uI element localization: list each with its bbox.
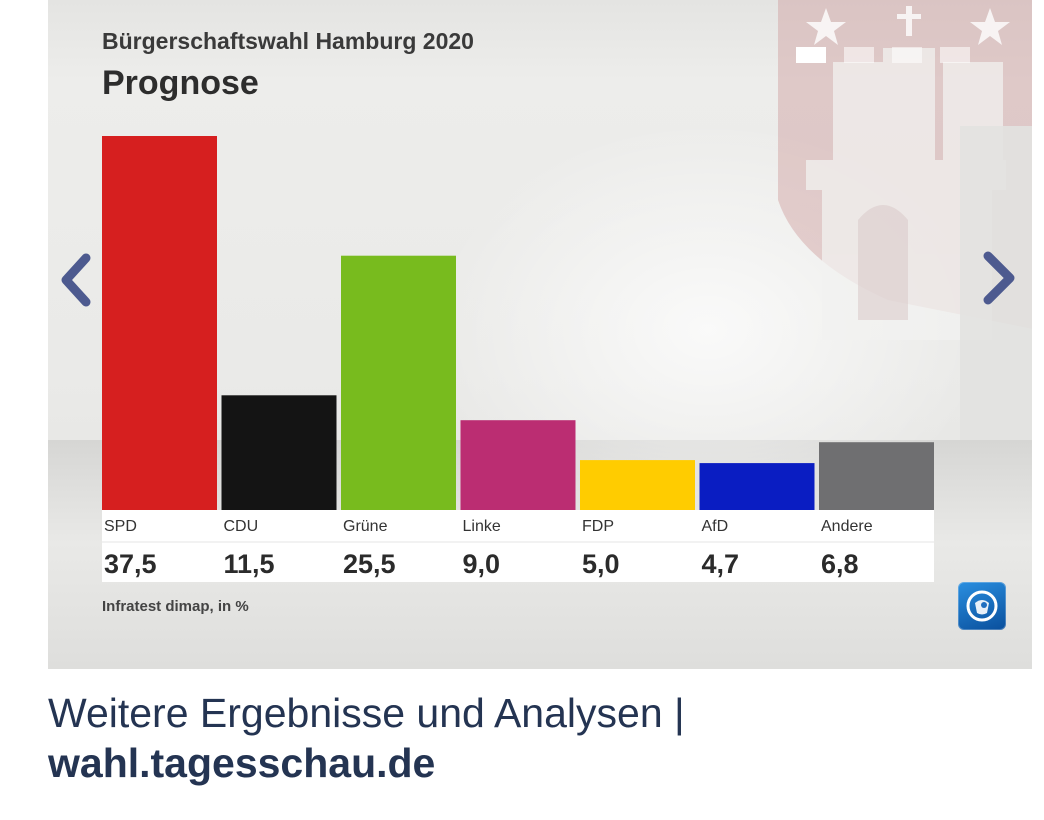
- pager-dot[interactable]: [796, 47, 826, 63]
- results-link[interactable]: wahl.tagesschau.de: [48, 740, 436, 786]
- pager-dot[interactable]: [844, 47, 874, 63]
- category-label: Linke: [463, 518, 501, 535]
- value-label: 4,7: [702, 549, 740, 579]
- source-note: Infratest dimap, in %: [102, 598, 249, 615]
- value-label: 37,5: [104, 549, 157, 579]
- tagesschau-logo-icon: [958, 582, 1006, 630]
- category-label: SPD: [104, 518, 137, 535]
- chevron-left-icon: [61, 253, 91, 307]
- chart-title: Bürgerschaftswahl Hamburg 2020: [102, 28, 474, 54]
- bar-cdu: [221, 395, 337, 510]
- bar-spd: [102, 136, 217, 510]
- category-label: AfD: [702, 518, 729, 535]
- value-label: 25,5: [343, 549, 396, 579]
- pager-dot[interactable]: [892, 47, 922, 63]
- chart-subtitle: Prognose: [102, 64, 259, 102]
- value-label: 11,5: [224, 549, 275, 579]
- label-panel: [102, 510, 934, 582]
- bar-chart: SPD 37,5 CDU 11,5 Grüne 25,5 Linke 9,0 FDP 5,0 AfD…: [102, 136, 934, 582]
- election-result-card: Bürgerschaftswahl Hamburg 2020 Prognose …: [48, 0, 1032, 669]
- previous-slide-button[interactable]: [48, 230, 106, 330]
- bar-afd: [699, 463, 815, 510]
- bar-andere: [819, 442, 934, 510]
- bar-fdp: [580, 460, 695, 510]
- hamburg-coat-of-arms-icon: [778, 0, 1032, 340]
- pager-dot[interactable]: [940, 47, 970, 63]
- value-label: 6,8: [821, 549, 859, 579]
- value-label: 9,0: [463, 549, 501, 579]
- category-label: CDU: [224, 518, 259, 535]
- category-label: FDP: [582, 518, 614, 535]
- category-label: Grüne: [343, 518, 388, 535]
- category-label: Andere: [821, 518, 873, 535]
- next-slide-button[interactable]: [960, 126, 1032, 440]
- chevron-right-icon: [983, 251, 1015, 305]
- caption-text: Weitere Ergebnisse und Analysen |: [48, 690, 685, 736]
- bar-linke: [460, 420, 576, 510]
- bar-grüne: [341, 255, 456, 510]
- value-label: 5,0: [582, 549, 620, 579]
